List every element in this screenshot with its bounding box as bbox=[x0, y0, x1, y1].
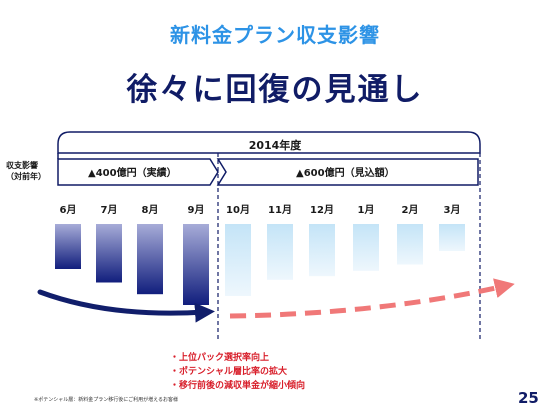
bar-actual bbox=[55, 224, 81, 269]
notes-list: ・上位パック選択率向上 ・ポテンシャル層比率の拡大 ・移行前後の減収単金が縮小傾… bbox=[170, 351, 305, 393]
fiscal-year-label: 2014年度 bbox=[248, 139, 302, 152]
revenue-impact-label: 収支影響 （対前年） bbox=[6, 160, 46, 182]
trend-arrow-forecast bbox=[229, 278, 515, 319]
month-label: 9月 bbox=[188, 204, 205, 216]
period-arrow-forecast bbox=[216, 158, 479, 186]
bar-forecast bbox=[439, 224, 465, 251]
note-item: ・移行前後の減収単金が縮小傾向 bbox=[170, 381, 306, 391]
bar-forecast bbox=[267, 224, 293, 280]
period-actual-label: ▲400億円（実績） bbox=[88, 168, 177, 179]
bar-actual bbox=[96, 224, 122, 283]
bar-actual bbox=[137, 224, 163, 295]
bar-forecast bbox=[309, 224, 335, 277]
bar-actual bbox=[183, 224, 209, 305]
month-label: 8月 bbox=[142, 204, 159, 216]
month-label: 1月 bbox=[358, 204, 375, 216]
fiscal-year-banner bbox=[57, 131, 481, 154]
month-label: 11月 bbox=[268, 204, 292, 216]
trend-arrow-actual bbox=[37, 289, 215, 323]
period-forecast-label: ▲600億円（見込額） bbox=[296, 168, 395, 179]
month-label: 2月 bbox=[402, 204, 419, 216]
note-item: ・ポテンシャル層比率の拡大 bbox=[170, 367, 288, 377]
month-label: 6月 bbox=[60, 204, 77, 216]
note-item: ・上位パック選択率向上 bbox=[170, 353, 270, 363]
footnote: ※ポテンシャル層：新料金プラン移行後にご利用が増えるお客様 bbox=[34, 397, 178, 403]
page-number: 25 bbox=[518, 389, 539, 407]
slide-headline: 徐々に回復の見通し bbox=[126, 72, 424, 108]
bar-forecast bbox=[397, 224, 423, 265]
month-label: 3月 bbox=[444, 204, 461, 216]
revenue-impact-label-line2: （対前年） bbox=[6, 172, 46, 181]
revenue-impact-label-line1: 収支影響 bbox=[6, 161, 38, 170]
month-label: 10月 bbox=[226, 204, 250, 216]
period-arrow-actual bbox=[57, 158, 219, 186]
slide-subtitle: 新料金プラン収支影響 bbox=[170, 23, 380, 47]
month-label: 12月 bbox=[310, 204, 334, 216]
bar-forecast bbox=[225, 224, 251, 296]
month-label: 7月 bbox=[101, 204, 118, 216]
bar-forecast bbox=[353, 224, 379, 271]
